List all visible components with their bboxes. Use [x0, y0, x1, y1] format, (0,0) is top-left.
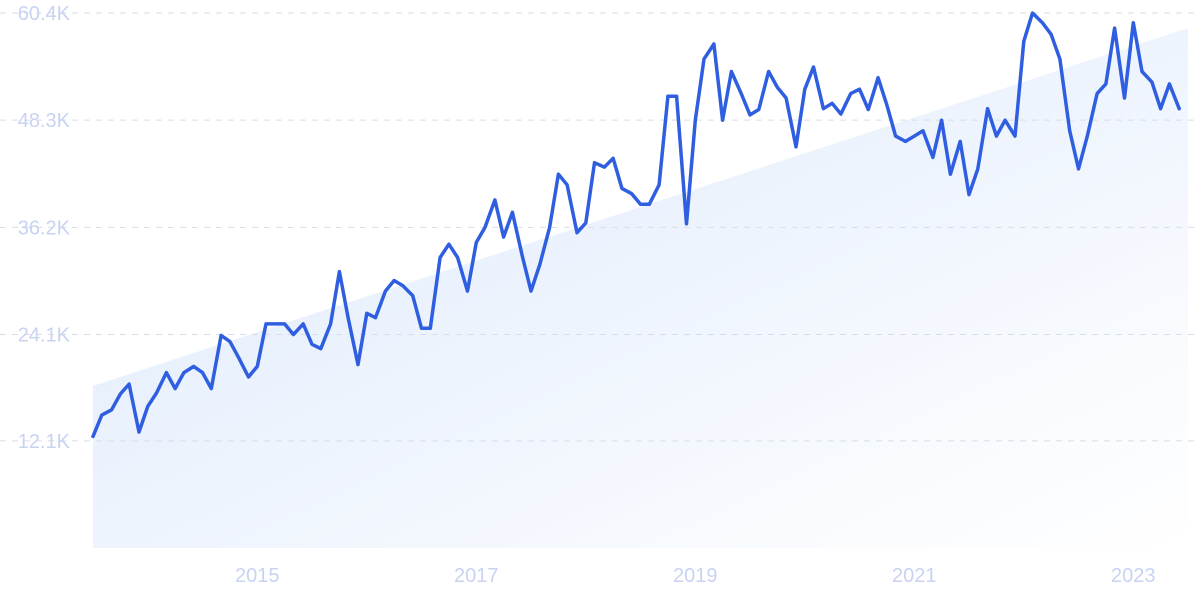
series-line [91, 11, 1181, 439]
x-tick-label: 2019 [673, 565, 718, 587]
y-tick-label: 12.1K [18, 431, 71, 453]
x-tick-label: 2023 [1111, 565, 1156, 587]
y-tick-label: 36.2K [18, 217, 71, 239]
x-tick-label: 2021 [892, 565, 937, 587]
y-axis: 12.1K 24.1K 36.2K 48.3K 60.4K [18, 3, 71, 453]
y-tick-label: 48.3K [18, 110, 71, 132]
y-tick-label: 60.4K [18, 3, 71, 25]
y-tick-label: 24.1K [18, 325, 71, 347]
x-axis: 2015 2017 2019 2021 2023 [235, 565, 1156, 587]
x-tick-label: 2017 [454, 565, 499, 587]
grid-lines [0, 12, 1200, 442]
trend-area [93, 28, 1188, 549]
x-tick-label: 2015 [235, 565, 280, 587]
